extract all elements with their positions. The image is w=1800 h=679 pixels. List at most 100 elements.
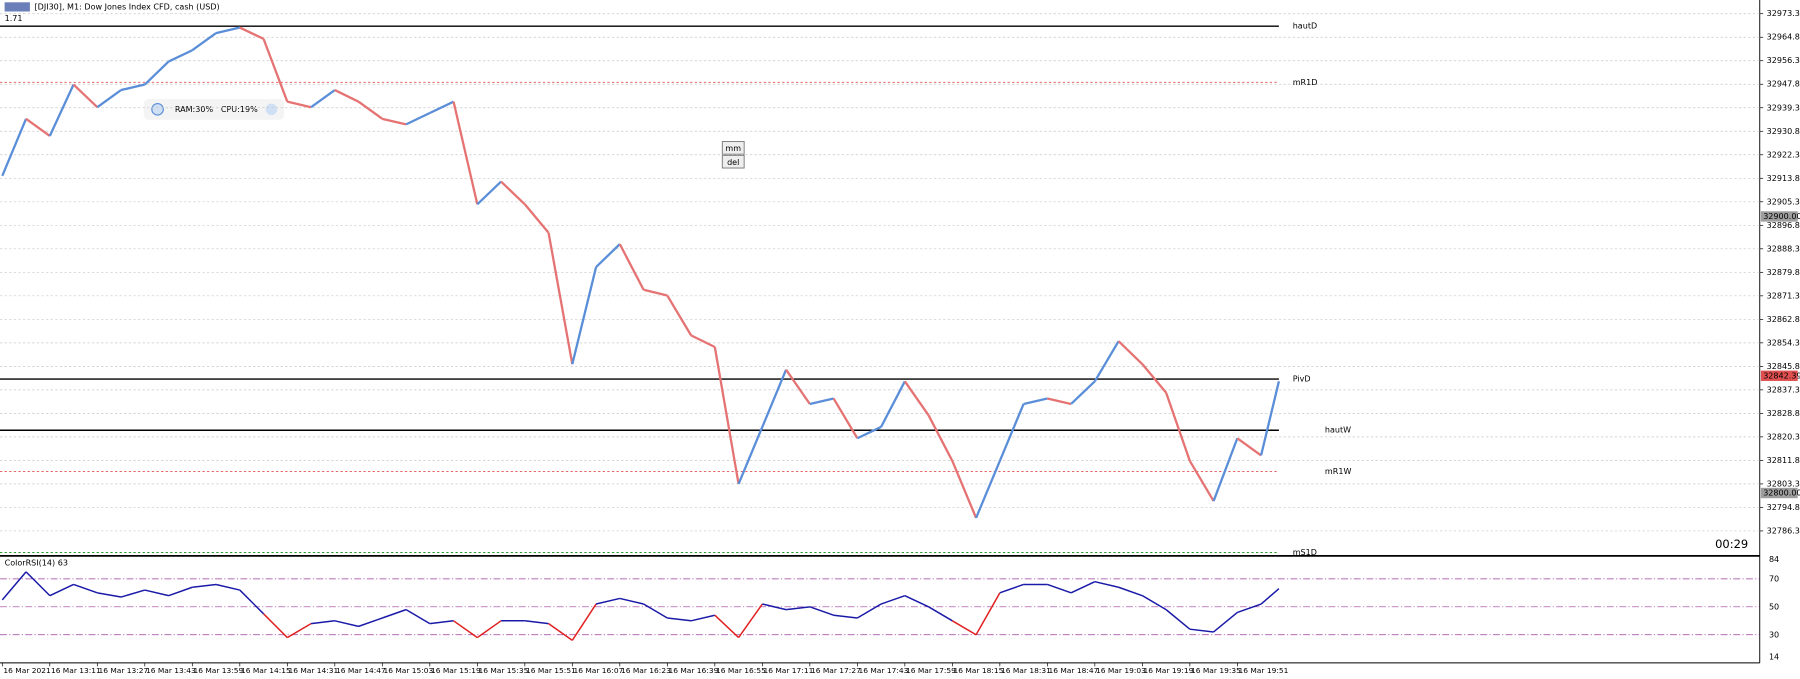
y-tick-label: 32930.80: [1767, 127, 1800, 136]
x-tick-label: 16 Mar 19:03: [1096, 666, 1146, 675]
x-tick-label: 16 Mar 18:47: [1048, 666, 1098, 675]
series-segment: [714, 614, 740, 639]
bar-timer: 00:29: [1715, 537, 1748, 551]
price-marker-label: 32800.00: [1763, 489, 1800, 498]
series-segment: [951, 620, 977, 636]
x-tick-label: 16 Mar 19:19: [1143, 666, 1193, 675]
series-segment: [927, 414, 954, 462]
y-tick-label: 30: [1769, 630, 1779, 639]
series-segment: [832, 397, 859, 439]
series-segment: [1070, 380, 1096, 405]
button-label[interactable]: del: [727, 158, 739, 167]
y-tick-label: 32862.80: [1767, 315, 1800, 324]
x-tick-label: 16 Mar 14:31: [288, 666, 338, 675]
series-segment: [144, 60, 170, 86]
series-segment: [405, 608, 431, 625]
window-title: [DJI30], M1: Dow Jones Index CFD, cash (…: [35, 2, 220, 11]
level-label: hautW: [1325, 426, 1351, 435]
series-segment: [476, 180, 502, 206]
x-tick-label: 16 Mar 13:43: [146, 666, 196, 675]
series-segment: [618, 243, 645, 291]
series-segment: [73, 583, 98, 594]
series-segment: [191, 32, 217, 52]
y-tick-label: 32947.80: [1767, 80, 1800, 89]
perf-panel: [143, 98, 285, 120]
x-tick-label: 16 Mar 18:31: [1001, 666, 1051, 675]
y-tick-label: 70: [1769, 574, 1779, 583]
series-segment: [286, 622, 312, 639]
y-tick-label: 32845.80: [1767, 362, 1800, 371]
series-segment: [690, 614, 715, 622]
series-segment: [999, 583, 1024, 594]
price-marker: [1760, 211, 1798, 222]
x-tick-label: 16 Mar 15:19: [431, 666, 481, 675]
y-tick-label: 50: [1769, 602, 1779, 611]
perf-arrow[interactable]: [265, 103, 278, 116]
series-segment: [239, 589, 265, 615]
level-label: mR1W: [1325, 467, 1352, 476]
x-tick-label: 16 Mar 17:27: [811, 666, 861, 675]
series-segment: [761, 369, 788, 428]
series-segment: [1117, 340, 1144, 365]
series-segment: [382, 608, 407, 619]
series-segment: [690, 334, 716, 349]
series-segment: [168, 49, 193, 63]
series-segment: [334, 89, 360, 103]
y-tick-label: 32794.80: [1767, 503, 1800, 512]
series-segment: [1023, 397, 1048, 406]
series-segment: [215, 26, 241, 35]
series-segment: [595, 243, 621, 268]
ram-usage: RAM:30%: [175, 105, 214, 114]
series-segment: [263, 613, 288, 639]
series-segment: [713, 346, 740, 485]
series-segment: [405, 111, 431, 126]
x-tick-label: 16 Mar 18:15: [953, 666, 1003, 675]
series-segment: [25, 571, 51, 597]
series-segment: [737, 426, 764, 485]
series-segment: [547, 232, 574, 365]
series-segment: [833, 614, 858, 619]
series-segment: [667, 617, 692, 622]
level-label: hautD: [1293, 22, 1317, 31]
series-segment: [737, 603, 763, 639]
series-segment: [144, 589, 169, 597]
y-tick-label: 32879.80: [1767, 268, 1800, 277]
perf-icon: [151, 103, 164, 116]
x-tick-label: 16 Mar 15:03: [383, 666, 433, 675]
y-tick-label: 32828.80: [1767, 409, 1800, 418]
series-segment: [928, 606, 953, 622]
price-marker: [1760, 487, 1798, 499]
series-segment: [287, 100, 312, 109]
series-segment: [571, 266, 598, 365]
series-segment: [358, 617, 383, 628]
series-segment: [548, 622, 573, 641]
series-segment: [762, 603, 787, 611]
series-segment: [357, 100, 383, 120]
series-segment: [571, 603, 597, 641]
series-segment: [880, 594, 906, 605]
series-segment: [310, 89, 336, 109]
series-segment: [192, 583, 217, 589]
series-segment: [1259, 381, 1281, 456]
y-tick-label: 32913.80: [1767, 174, 1800, 183]
series-segment: [1141, 363, 1167, 394]
button-del[interactable]: [721, 154, 745, 169]
x-tick-label: 16 Mar 17:43: [858, 666, 908, 675]
series-segment: [1237, 603, 1262, 614]
series-segment: [643, 603, 668, 619]
series-segment: [1188, 460, 1215, 502]
button-label[interactable]: mm: [725, 144, 741, 153]
x-tick-label: 16 Mar 13:59: [193, 666, 243, 675]
series-segment: [643, 288, 668, 297]
x-tick-label: 16 Mar 16:39: [668, 666, 718, 675]
x-tick-label: 16 Mar 14:47: [336, 666, 386, 675]
y-tick-label: 32854.30: [1767, 338, 1800, 347]
level-label: PivD: [1293, 375, 1311, 384]
button-mm[interactable]: [721, 141, 745, 155]
x-tick-label: 16 Mar 13:11: [51, 666, 101, 675]
series-segment: [809, 606, 834, 616]
series-segment: [1212, 437, 1239, 502]
x-tick-label: 16 Mar 13:27: [98, 666, 148, 675]
